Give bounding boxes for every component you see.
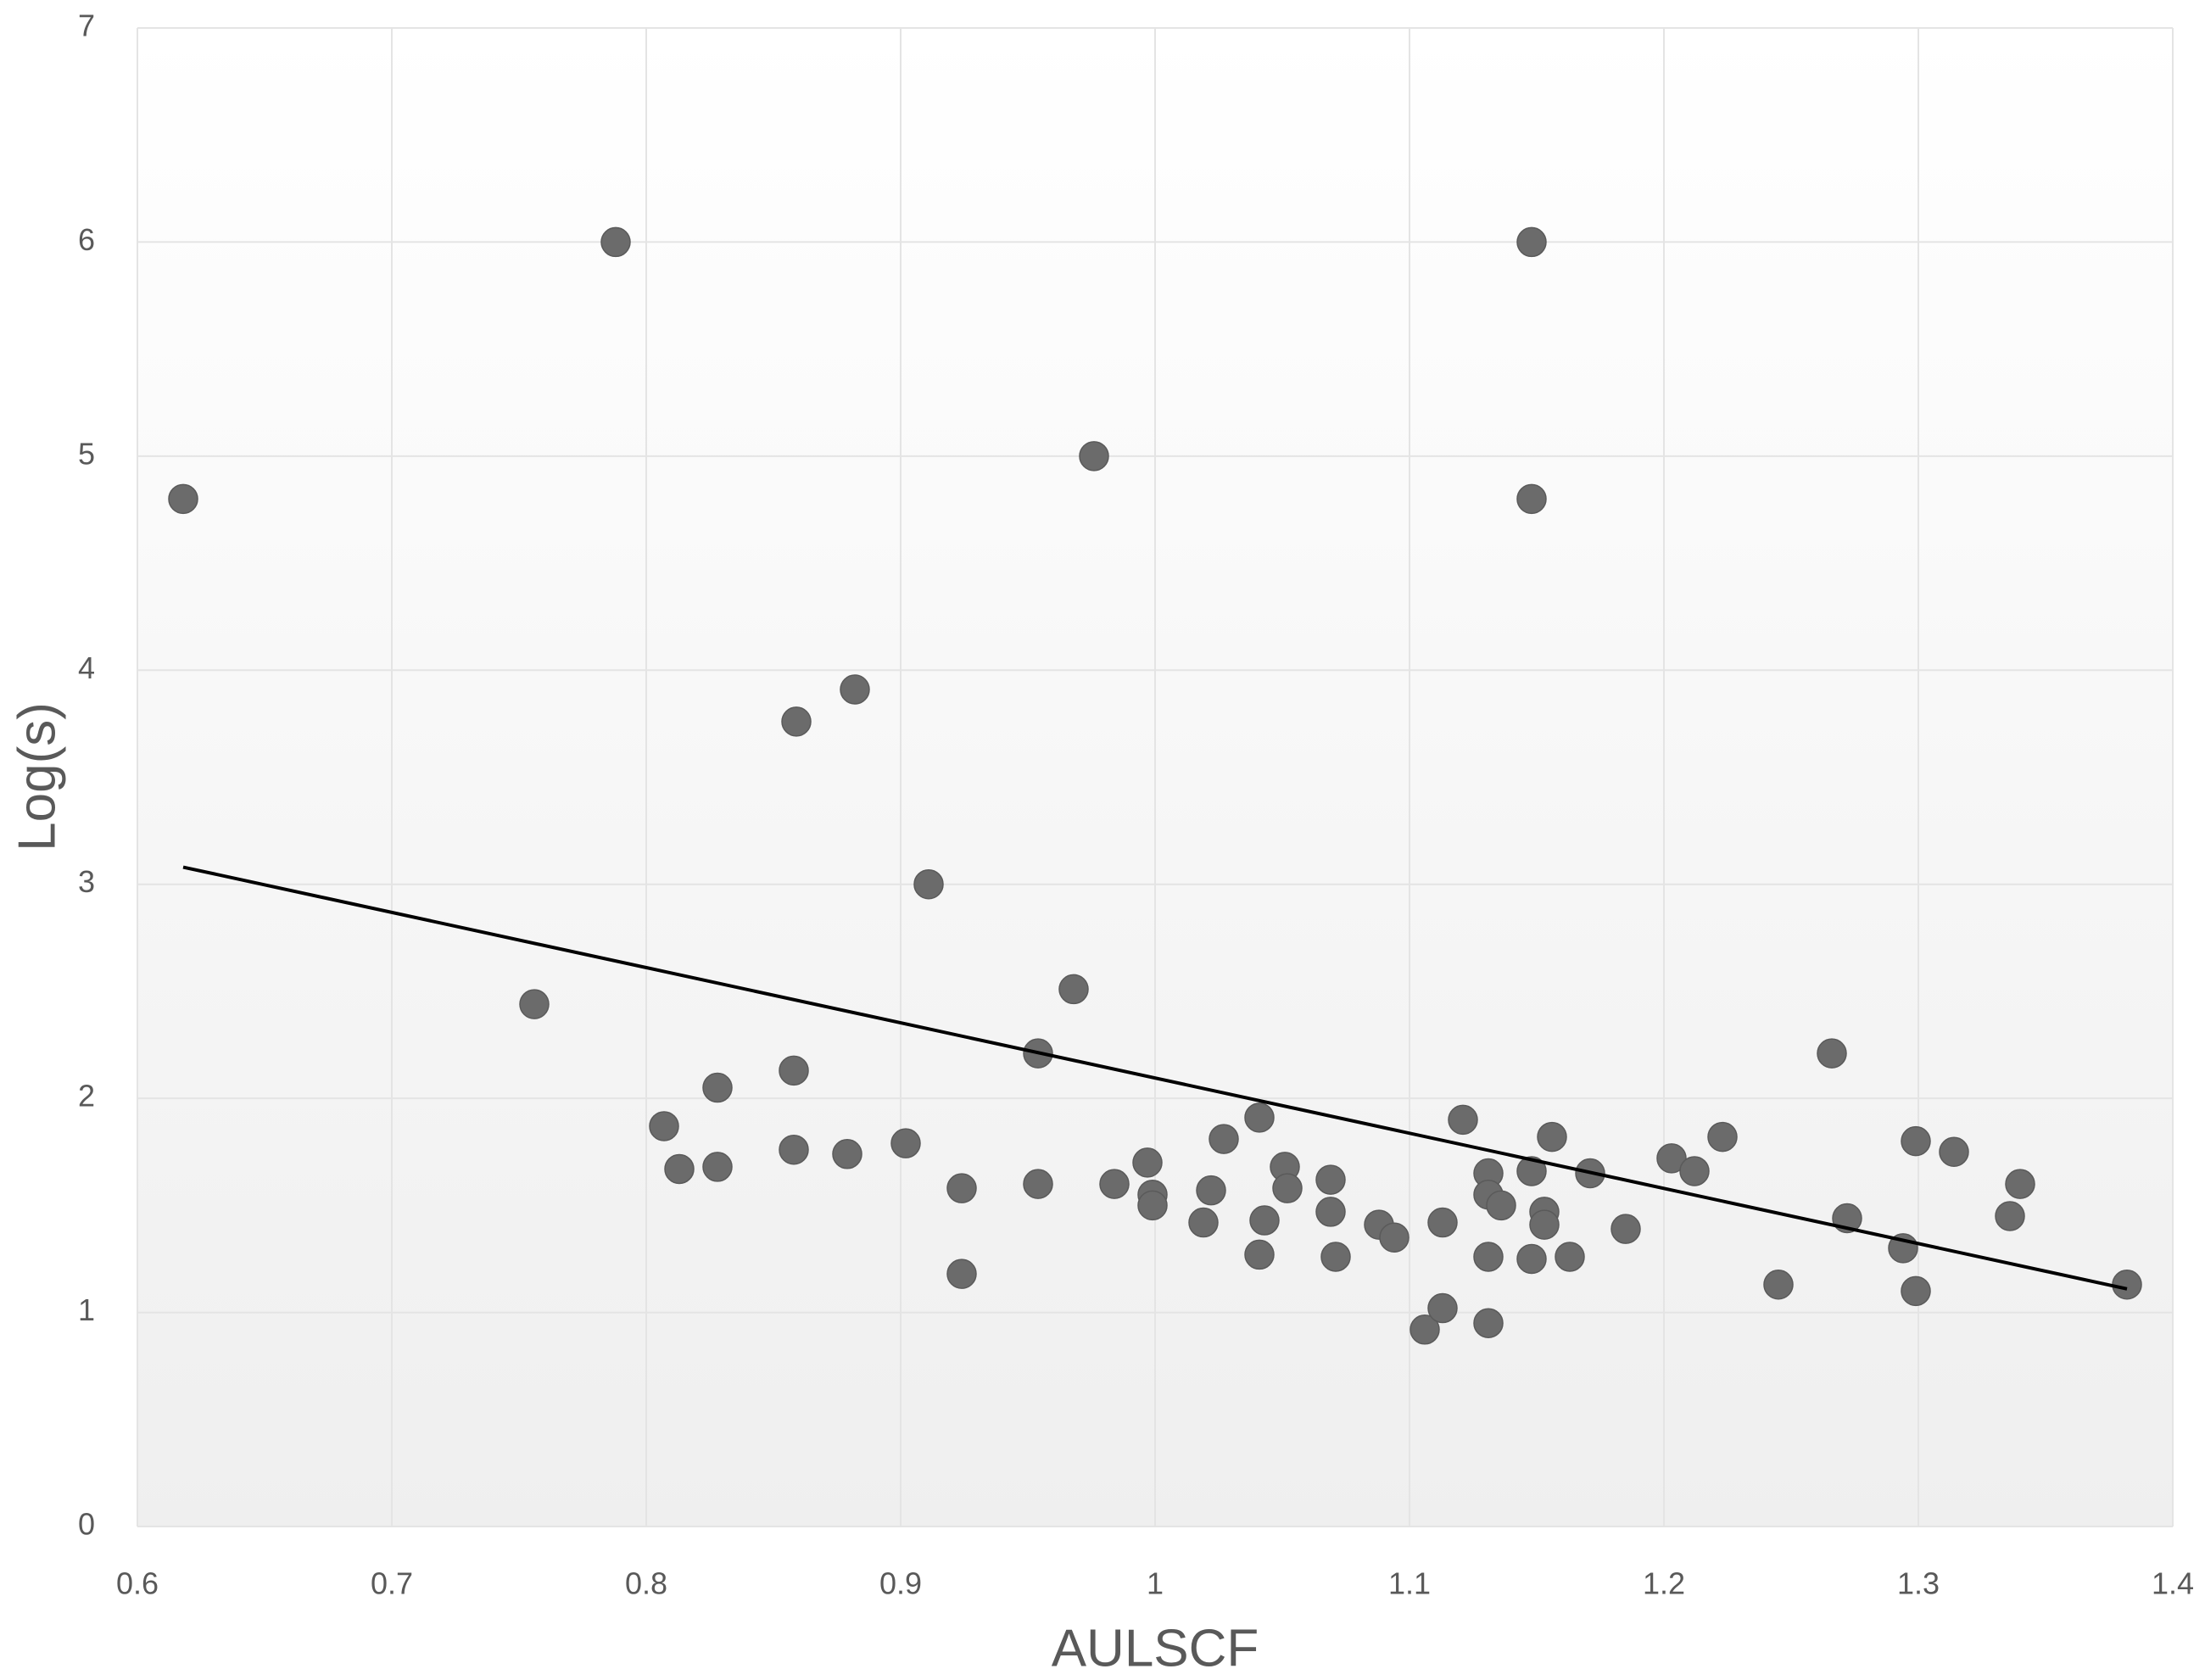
point xyxy=(779,1055,809,1086)
point xyxy=(1410,1314,1440,1345)
x-tick-label: 0.7 xyxy=(371,1566,413,1601)
point xyxy=(1516,483,1547,515)
x-tick-label: 0.6 xyxy=(116,1566,159,1601)
point xyxy=(913,868,944,900)
y-tick-label: 2 xyxy=(78,1079,95,1113)
point xyxy=(1427,1207,1458,1238)
point xyxy=(1272,1173,1303,1203)
point xyxy=(1529,1209,1560,1240)
point xyxy=(779,1134,809,1165)
point xyxy=(1486,1190,1516,1221)
x-tick-label: 0.9 xyxy=(879,1566,922,1601)
point xyxy=(1427,1292,1458,1324)
point xyxy=(890,1128,921,1158)
point xyxy=(1610,1214,1641,1244)
point xyxy=(649,1111,679,1141)
point xyxy=(1023,1169,1053,1199)
point xyxy=(1817,1038,1847,1069)
point xyxy=(1315,1164,1346,1195)
point xyxy=(168,483,198,515)
point xyxy=(1448,1104,1478,1136)
x-tick-label: 1.4 xyxy=(2152,1566,2194,1601)
y-tick-label: 0 xyxy=(78,1507,95,1542)
point xyxy=(1244,1239,1275,1270)
point xyxy=(519,989,550,1019)
point xyxy=(1209,1124,1239,1154)
y-axis-title: Log(s) xyxy=(8,702,66,851)
point xyxy=(664,1153,695,1185)
point xyxy=(1196,1175,1226,1206)
x-tick-label: 1.1 xyxy=(1388,1566,1431,1601)
point xyxy=(946,1259,977,1289)
x-tick-label: 0.8 xyxy=(625,1566,667,1601)
point xyxy=(702,1072,733,1103)
point xyxy=(1995,1201,2025,1231)
point xyxy=(840,674,870,705)
x-tick-label: 1.3 xyxy=(1897,1566,1940,1601)
point xyxy=(1379,1222,1410,1253)
x-tick-label: 1 xyxy=(1147,1566,1164,1601)
point xyxy=(1079,441,1109,472)
point xyxy=(1137,1190,1168,1221)
point xyxy=(1516,1243,1547,1275)
point xyxy=(702,1152,733,1182)
point xyxy=(1473,1308,1504,1338)
y-tick-label: 4 xyxy=(78,650,95,685)
point xyxy=(2112,1270,2142,1300)
point xyxy=(1099,1169,1130,1199)
point xyxy=(832,1139,862,1169)
point xyxy=(1679,1156,1710,1186)
point xyxy=(1939,1136,1969,1167)
point xyxy=(1555,1242,1585,1272)
point xyxy=(1058,974,1089,1005)
point xyxy=(1473,1242,1504,1272)
y-tick-label: 7 xyxy=(78,8,95,43)
point xyxy=(1656,1143,1687,1174)
point xyxy=(1244,1102,1275,1133)
point xyxy=(1132,1147,1163,1178)
x-axis-title: AULSCF xyxy=(1052,1619,1259,1677)
point xyxy=(1707,1121,1738,1153)
point xyxy=(1901,1275,1931,1307)
point xyxy=(1320,1242,1351,1272)
point xyxy=(600,226,631,258)
x-tick-label: 1.2 xyxy=(1643,1566,1685,1601)
point xyxy=(946,1173,977,1203)
point xyxy=(1537,1121,1567,1153)
trendline xyxy=(182,865,2128,1291)
point xyxy=(1188,1207,1219,1238)
y-tick-label: 6 xyxy=(78,222,95,257)
point xyxy=(1516,226,1547,258)
y-tick-label: 1 xyxy=(78,1292,95,1327)
point xyxy=(781,706,812,737)
point xyxy=(1516,1156,1547,1186)
y-tick-label: 5 xyxy=(78,436,95,471)
point xyxy=(2005,1169,2035,1199)
point xyxy=(1763,1270,1794,1300)
point xyxy=(1315,1197,1346,1227)
point xyxy=(1249,1205,1280,1236)
y-tick-label: 3 xyxy=(78,864,95,899)
point xyxy=(1901,1125,1931,1157)
